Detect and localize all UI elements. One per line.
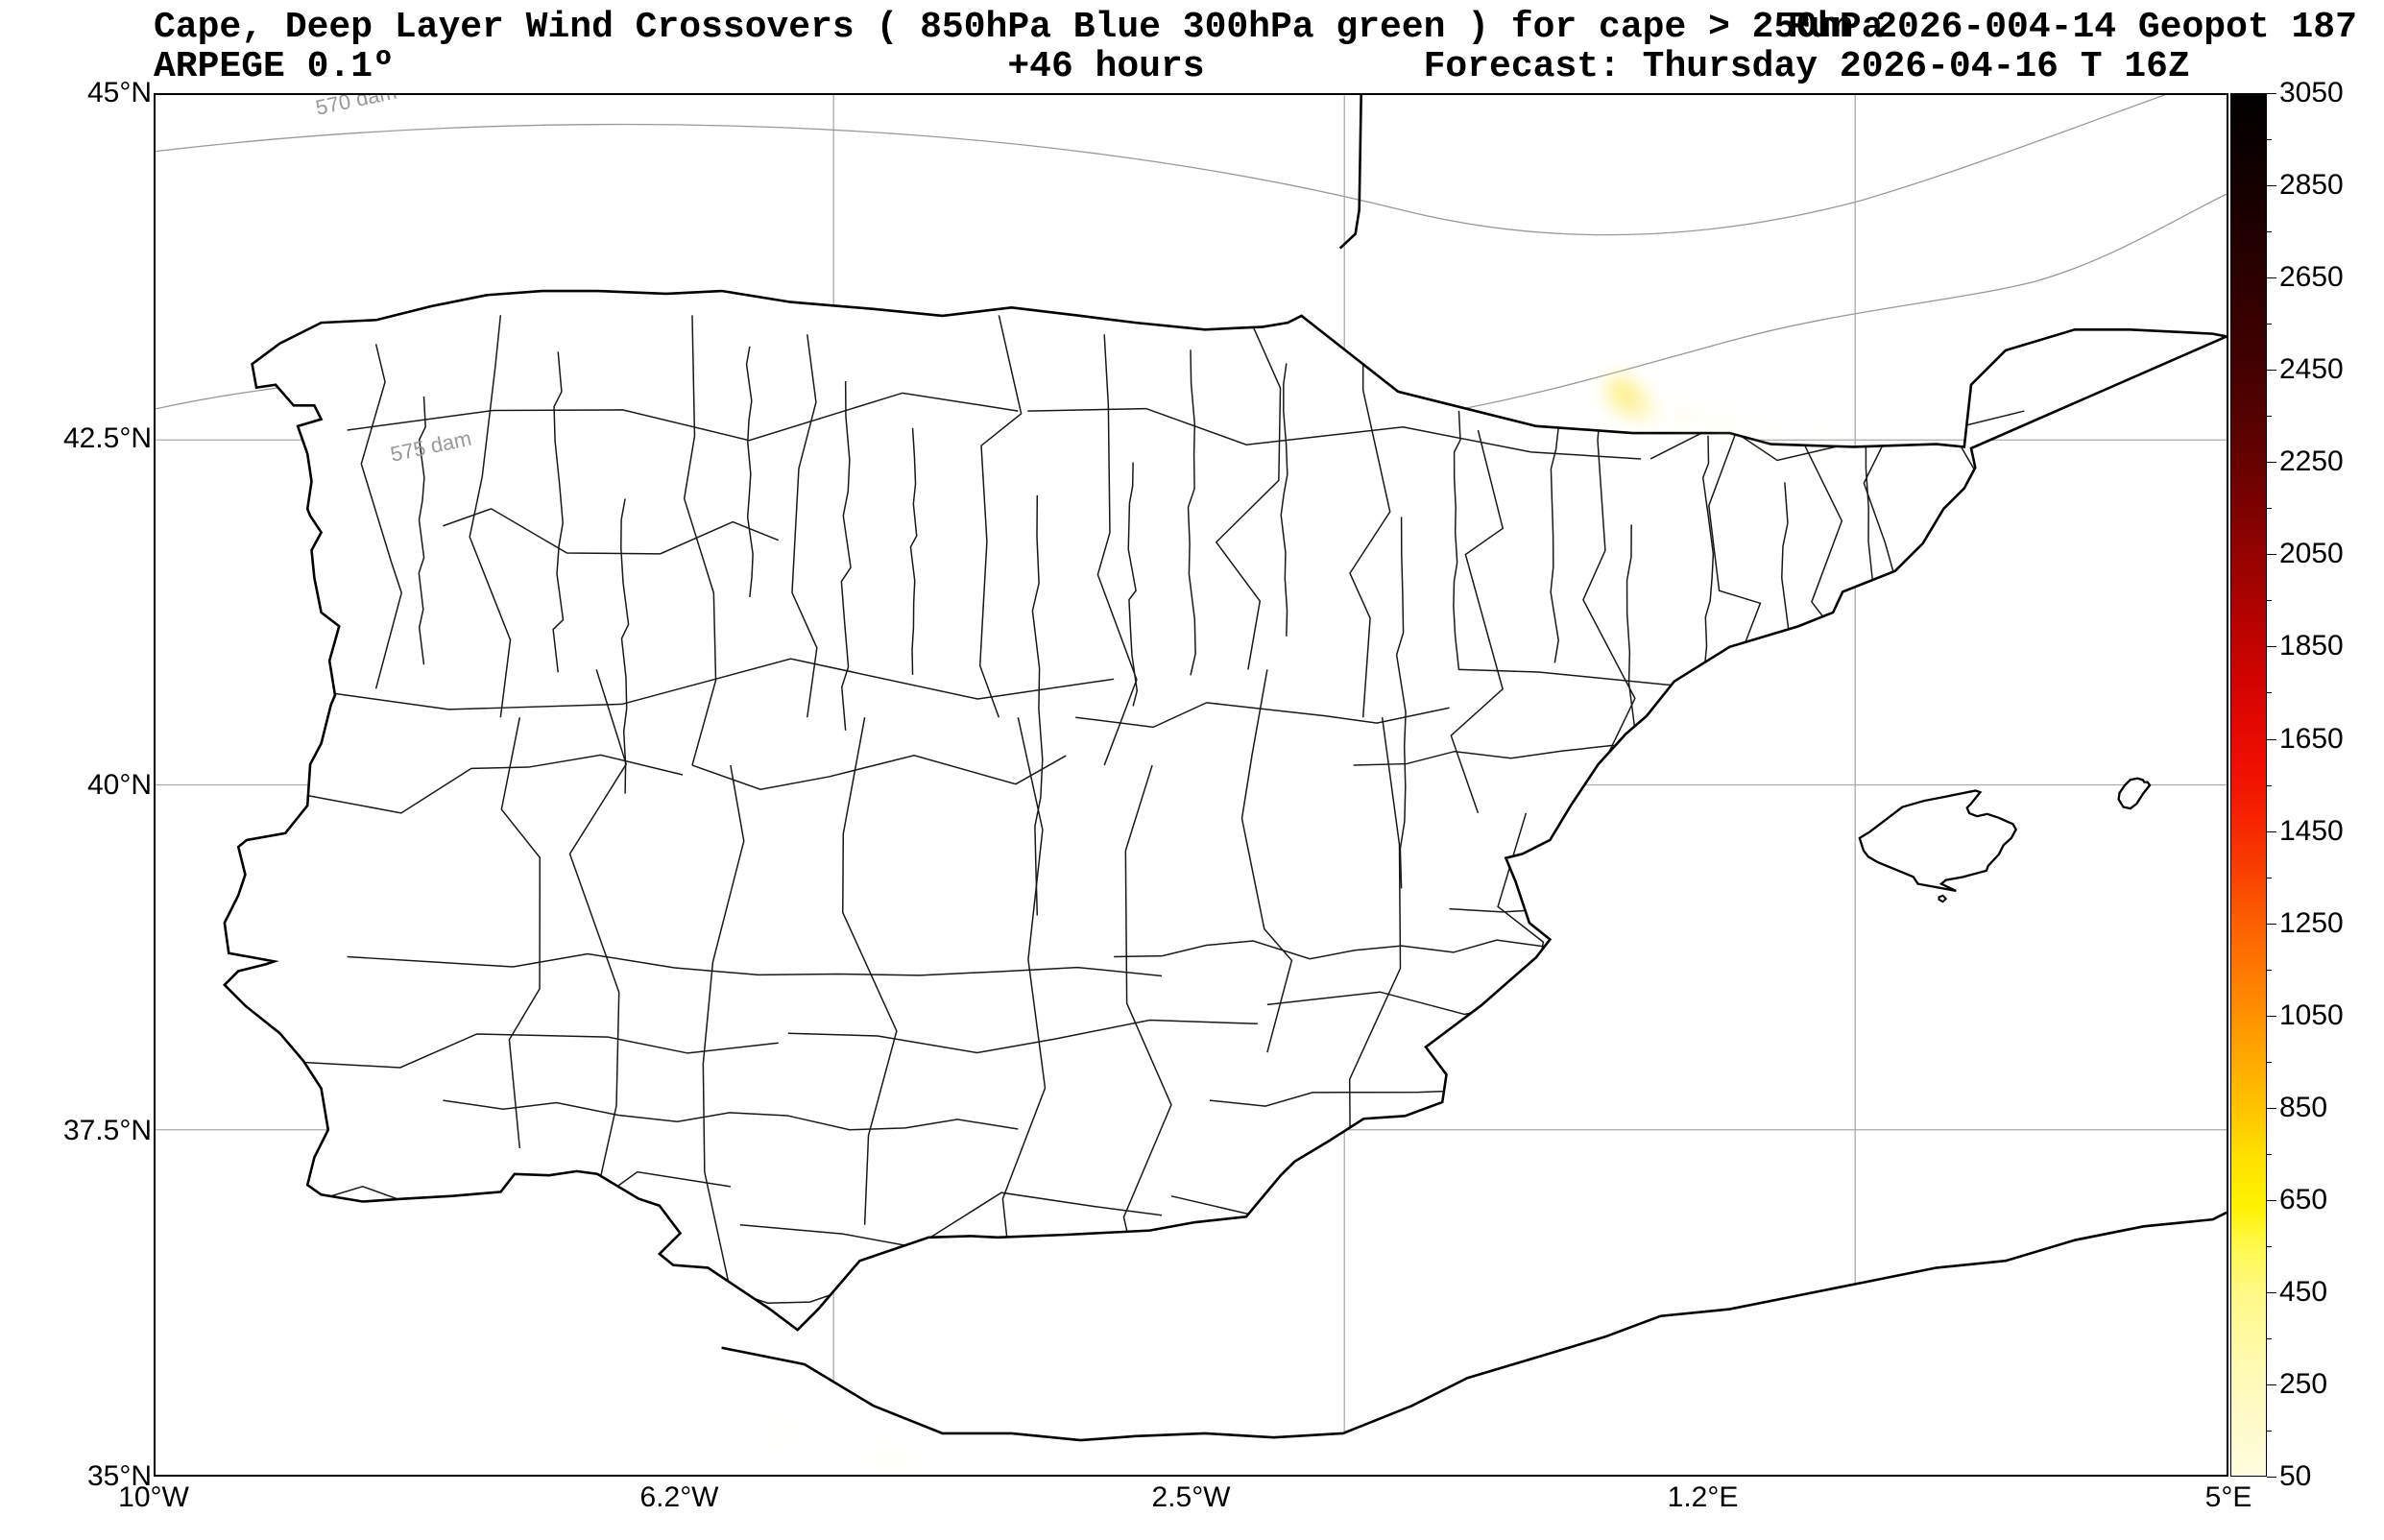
svg-text:570 dam: 570 dam (314, 95, 399, 120)
